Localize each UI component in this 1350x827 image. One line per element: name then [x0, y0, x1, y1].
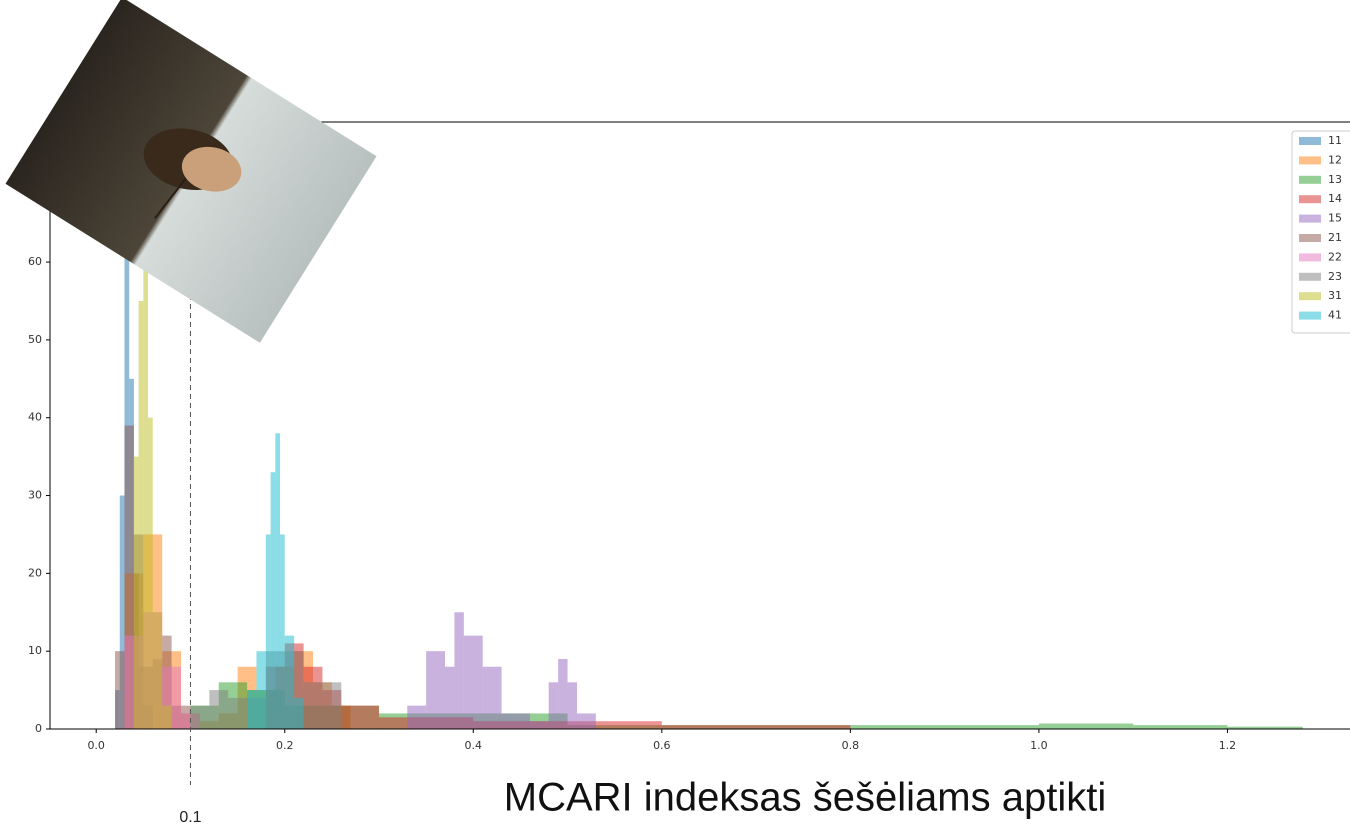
bar: [143, 246, 149, 729]
bar: [119, 495, 125, 729]
legend-label: 31: [1328, 289, 1342, 302]
bar: [133, 456, 139, 729]
bar: [148, 417, 153, 729]
x-tick-label: 1.0: [1030, 739, 1048, 752]
x-tick-label: 0.6: [653, 739, 671, 752]
bar: [152, 612, 163, 729]
bar: [426, 651, 445, 729]
bar: [529, 721, 549, 729]
y-tick-label: 60: [28, 255, 42, 268]
bar: [1227, 726, 1303, 729]
bar: [275, 433, 281, 729]
legend-label: 14: [1328, 192, 1342, 205]
bar: [850, 725, 1039, 729]
bar: [265, 534, 271, 729]
threshold-label: 0.1: [179, 809, 201, 826]
bar: [1133, 725, 1228, 729]
bar: [115, 651, 125, 729]
bar: [284, 635, 295, 729]
y-tick-label: 40: [28, 411, 42, 424]
legend-swatch: [1299, 156, 1321, 165]
bar: [501, 713, 530, 729]
bar: [1038, 723, 1134, 729]
legend-label: 23: [1328, 270, 1342, 283]
bar: [558, 658, 568, 729]
bar: [124, 425, 134, 729]
bar: [162, 705, 172, 729]
bar: [482, 666, 502, 729]
plot-area: 0.0 0.2 0.4 0.6 0.8 1.0 1.2 0 10 20 30 40 50 60 0.1 11 1…: [28, 121, 1350, 826]
x-tick-label: 0.0: [87, 739, 105, 752]
y-tick-label: 10: [28, 644, 42, 657]
bar: [294, 697, 304, 729]
bar: [407, 705, 427, 729]
bar: [190, 705, 210, 729]
legend-swatch: [1299, 214, 1321, 223]
legend-swatch: [1299, 272, 1321, 281]
bar: [270, 472, 276, 729]
legend-swatch: [1299, 195, 1321, 204]
legend-swatch: [1299, 253, 1321, 262]
legend-label: 22: [1328, 250, 1342, 263]
bar: [138, 300, 144, 729]
chart-title: MCARI indeksas šešėliams aptikti: [504, 776, 1106, 820]
legend-swatch: [1299, 234, 1321, 242]
legend-swatch: [1299, 292, 1321, 301]
y-tick-label: 20: [28, 566, 42, 579]
bar: [567, 682, 577, 729]
bar: [661, 725, 851, 729]
y-tick-label: 30: [28, 489, 42, 502]
bar: [256, 651, 266, 729]
bar: [454, 612, 464, 729]
bar: [576, 713, 596, 729]
legend-label: 12: [1328, 153, 1342, 166]
y-tick-label: 0: [35, 722, 42, 735]
bar: [444, 666, 455, 729]
legend-swatch: [1299, 137, 1321, 145]
bar: [463, 635, 483, 729]
x-tick-label: 0.4: [465, 739, 483, 752]
y-tick-label: 50: [28, 333, 42, 346]
legend-swatch: [1299, 311, 1321, 320]
x-tick-label: 0.2: [276, 739, 294, 752]
legend-label: 13: [1328, 173, 1342, 186]
legend-label: 11: [1328, 134, 1342, 147]
legend-swatch: [1299, 175, 1321, 184]
legend-label: 21: [1328, 231, 1342, 244]
x-tick-label: 0.8: [842, 739, 860, 752]
bar: [548, 682, 559, 729]
x-tick-label: 1.2: [1219, 739, 1237, 752]
bar: [341, 705, 380, 729]
legend-label: 15: [1328, 212, 1342, 225]
bar: [247, 690, 257, 729]
bar: [209, 690, 229, 729]
photo: [5, 0, 377, 343]
bar: [303, 682, 342, 729]
legend-label: 41: [1328, 309, 1342, 322]
bar: [280, 534, 285, 729]
